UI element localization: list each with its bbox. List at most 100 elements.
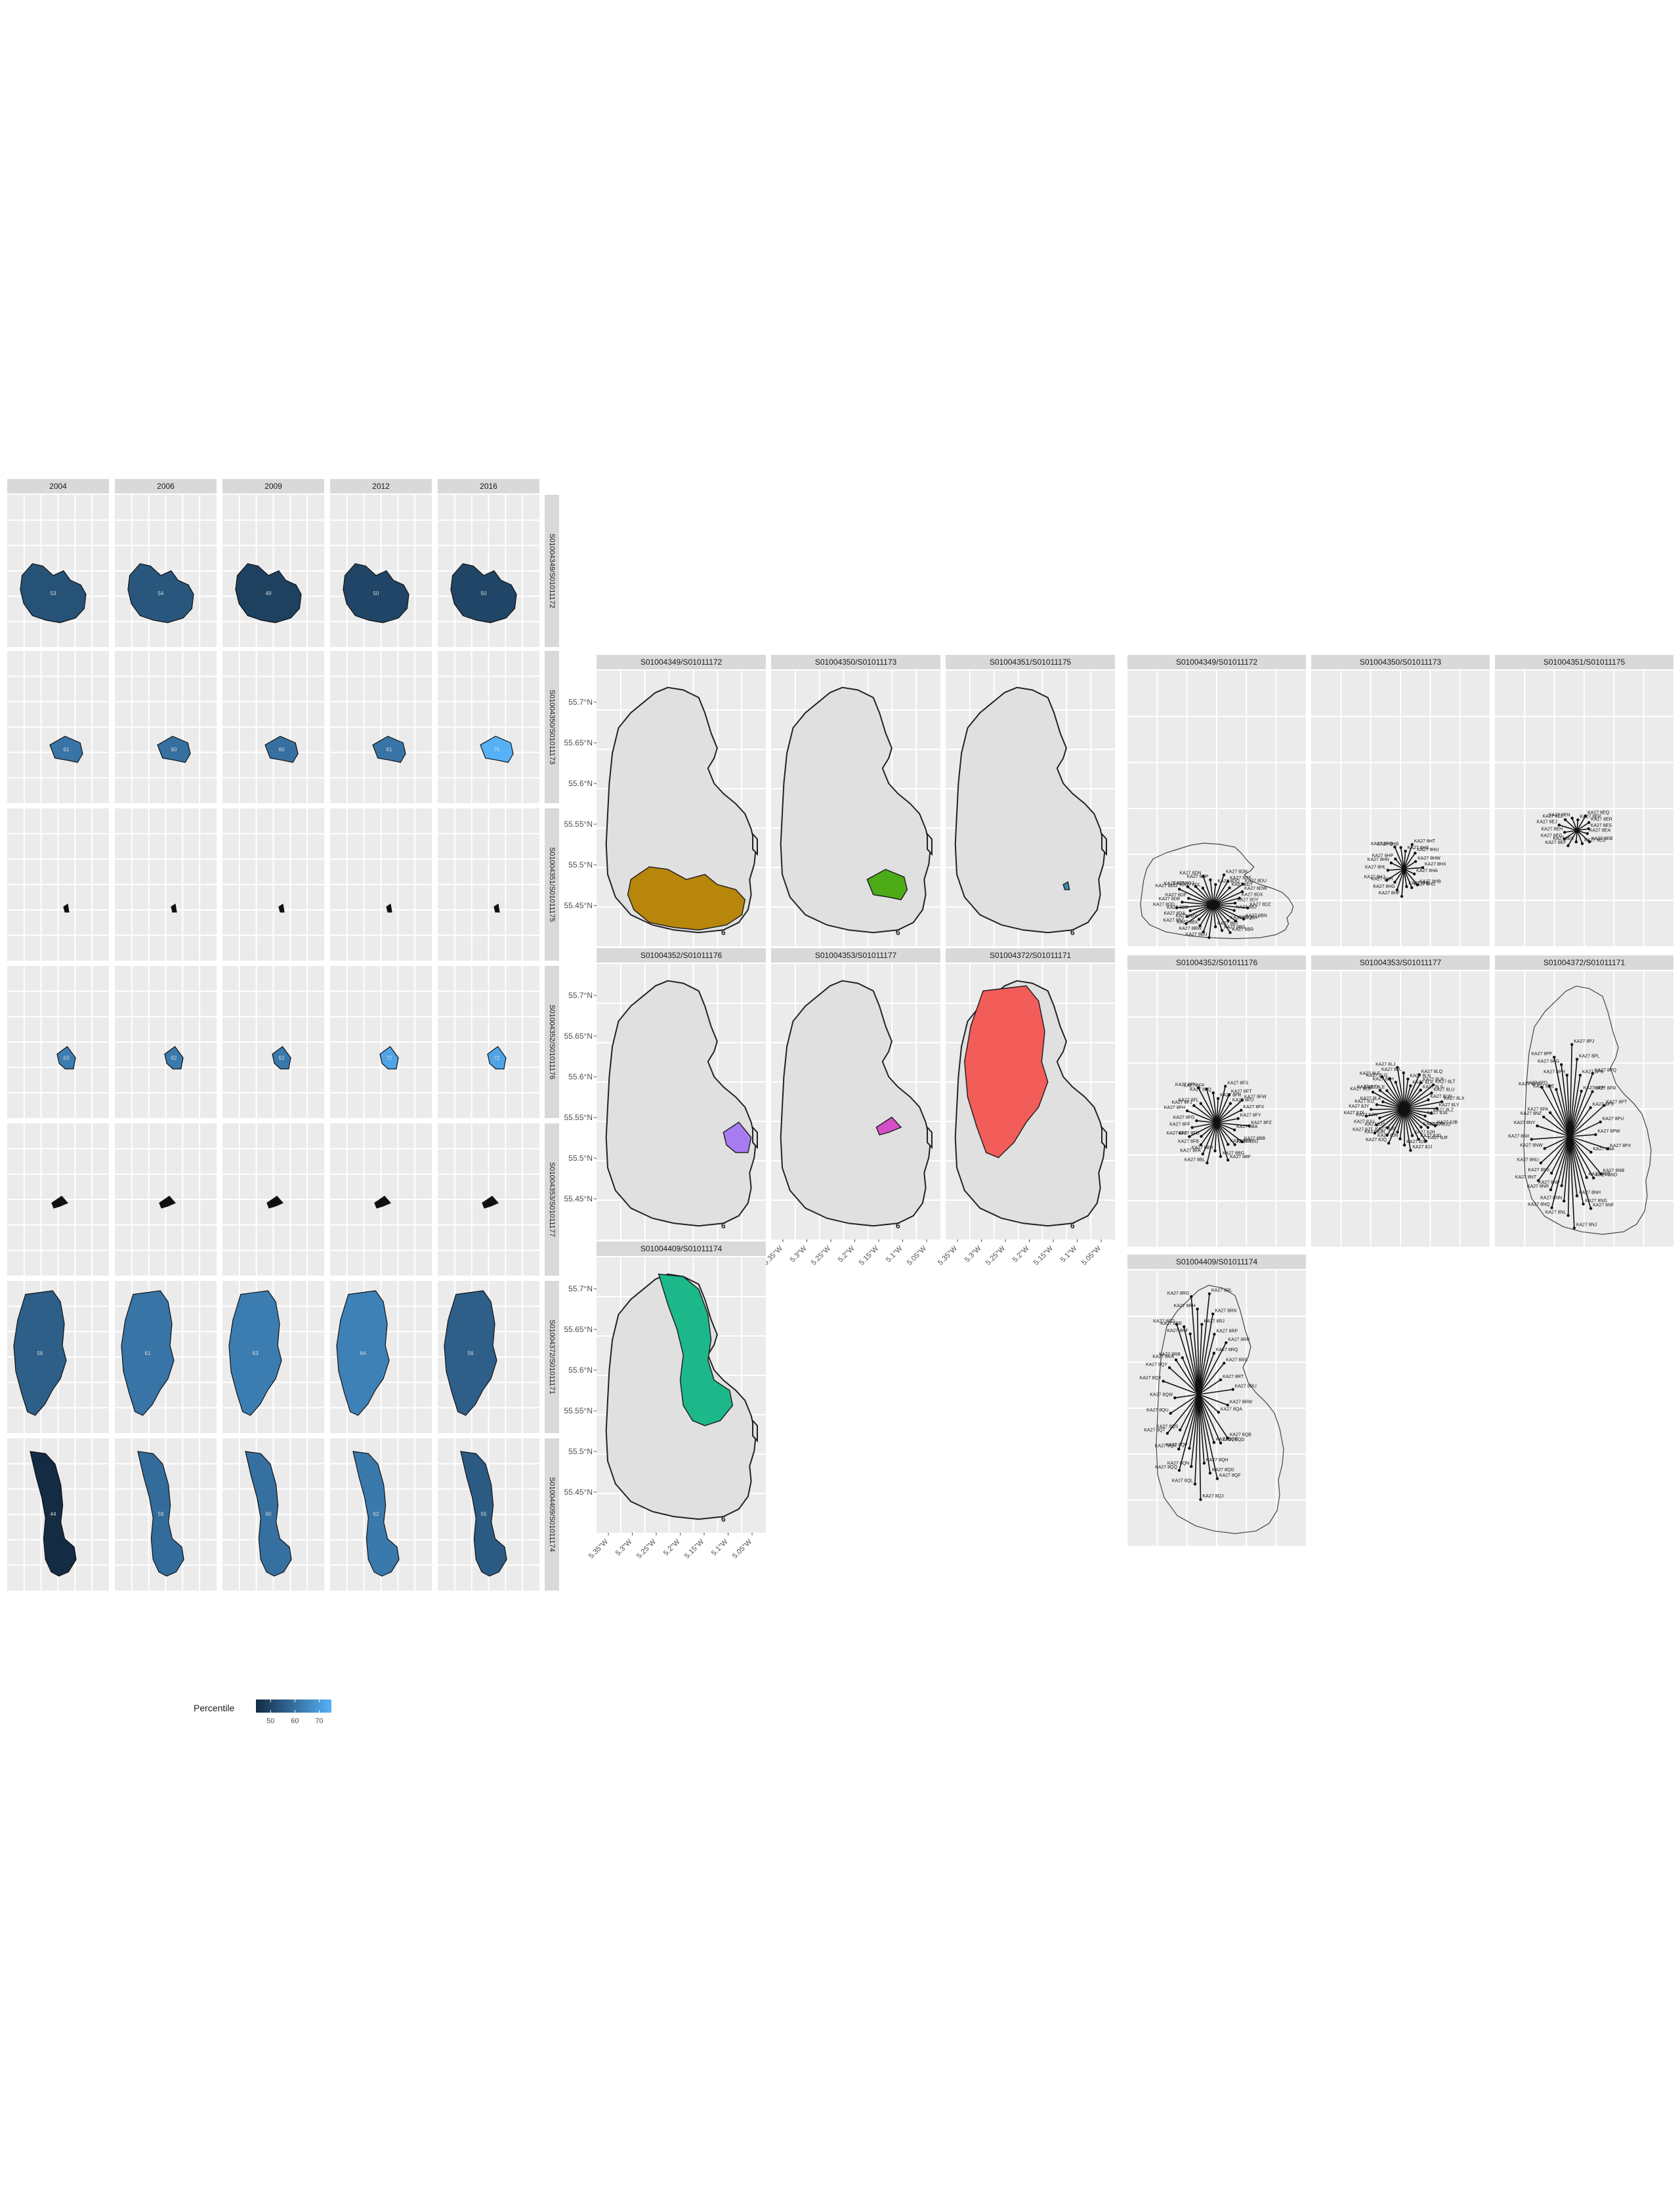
spider-line xyxy=(1190,904,1213,911)
spider-line xyxy=(1394,868,1405,883)
spider-line xyxy=(1555,1089,1571,1137)
longitude-label: 5.2°W xyxy=(1011,1244,1031,1264)
spider-line xyxy=(1551,1136,1570,1174)
facet-strip xyxy=(1127,955,1306,970)
postcode-point xyxy=(1395,888,1399,892)
postcode-label: KA27 8NJ xyxy=(1576,1222,1597,1227)
postcode-label: KA27 8DS xyxy=(1230,876,1251,881)
postcode-label: KA27 8NH xyxy=(1579,1190,1601,1195)
postcode-point xyxy=(1580,1089,1583,1093)
spider-line xyxy=(1403,1108,1419,1140)
spider-line xyxy=(1190,1296,1200,1395)
postcode-label: KA27 8BR xyxy=(1232,927,1254,932)
spider-line xyxy=(1403,869,1413,888)
postcode-label: KA27 8NW xyxy=(1520,1143,1543,1148)
spider-line xyxy=(1170,1394,1200,1414)
postcode-point xyxy=(1385,879,1389,882)
postcode-label: KA27 8BG xyxy=(1223,1152,1244,1156)
postcode-point xyxy=(1233,902,1237,905)
postcode-label: KA27 8LN xyxy=(1410,1074,1431,1078)
postcode-point xyxy=(1423,1114,1427,1118)
spider-line xyxy=(1388,1108,1405,1144)
latitude-label: 55.65°N xyxy=(564,1032,593,1041)
postcode-label: KA27 8BS xyxy=(1224,925,1246,930)
percentile-value-label: 63 xyxy=(64,1055,70,1061)
postcode-point xyxy=(1188,1446,1191,1450)
facet-strip xyxy=(222,479,324,493)
spider-line xyxy=(1198,1394,1218,1479)
spider-line xyxy=(1192,1122,1217,1129)
spider-line xyxy=(1216,1122,1221,1157)
longitude-label: 5.2°W xyxy=(837,1244,856,1264)
spider-line xyxy=(1212,887,1230,906)
spider-line xyxy=(1553,1057,1571,1137)
postcode-label: KA27 8BE xyxy=(1230,1139,1251,1144)
facet-strip-label: S01004353/S01011177 xyxy=(815,951,897,960)
spider-line xyxy=(1569,1136,1575,1228)
postcode-label: KA27 8LQ xyxy=(1421,1070,1443,1074)
postcode-point xyxy=(1199,1102,1202,1105)
spider-line xyxy=(1198,1379,1221,1395)
facet-strip-label: 2006 xyxy=(157,482,175,491)
latitude-label: 55.5°N xyxy=(568,860,593,869)
postcode-label: KA27 8HX xyxy=(1425,862,1446,867)
spider-line xyxy=(1403,1084,1434,1110)
spider-line xyxy=(1198,1342,1227,1395)
zone-polygon xyxy=(278,903,285,913)
percentile-value-label: 60 xyxy=(171,747,177,753)
spider-line xyxy=(1381,1076,1405,1110)
postcode-label: KA27 8QE xyxy=(1216,1437,1238,1442)
postcode-point xyxy=(1378,1116,1381,1120)
spider-line xyxy=(1198,1394,1215,1443)
postcode-label: KA27 8EL xyxy=(1543,814,1564,819)
spider-line xyxy=(1404,1108,1436,1127)
longitude-label: 5.25°W xyxy=(984,1244,1007,1267)
facet-strip-label: S01004409/S01011174 xyxy=(640,1244,723,1253)
postcode-label: KA27 8BU xyxy=(1186,932,1208,937)
postcode-point xyxy=(1393,845,1396,849)
percentile-legend: Percentile 50 60 70 xyxy=(194,1699,331,1725)
percentile-value-label: 63 xyxy=(253,1350,259,1356)
spider-line xyxy=(1198,1394,1221,1444)
postcode-point xyxy=(1410,843,1414,846)
postcode-label: KA27 8RJ xyxy=(1204,1319,1225,1324)
spider-line xyxy=(1213,891,1243,906)
zone-polygon xyxy=(352,1451,400,1577)
spider-line xyxy=(1216,1122,1236,1145)
postcode-point xyxy=(1385,1126,1389,1129)
latitude-label: 55.5°N xyxy=(568,1154,593,1163)
spider-line xyxy=(1569,1091,1593,1137)
spider-line xyxy=(1202,876,1214,906)
postcode-label: KA27 8EP xyxy=(1580,814,1601,819)
postcode-label: KA27 8JT xyxy=(1353,1128,1373,1133)
percentile-value-label: 61 xyxy=(64,747,70,753)
spider-line xyxy=(1404,1093,1432,1110)
postcode-point xyxy=(1592,1177,1595,1180)
postcode-point xyxy=(1530,1138,1534,1141)
postcode-point xyxy=(1393,881,1396,884)
spider-line xyxy=(1403,1108,1413,1136)
spider-line xyxy=(1206,1089,1217,1123)
postcode-label: KA27 8RQ xyxy=(1216,1348,1238,1352)
percentile-value-label: 61 xyxy=(145,1350,151,1356)
postcode-point xyxy=(1580,842,1584,845)
spider-line xyxy=(1198,1352,1215,1395)
spider-line xyxy=(1208,904,1214,938)
spider-line xyxy=(1198,904,1214,920)
postcode-label: KA27 8HG xyxy=(1373,885,1395,889)
holy-isle-outline xyxy=(752,1125,758,1150)
spider-line xyxy=(1404,867,1423,870)
zone-polygon xyxy=(51,1196,68,1209)
spider-line xyxy=(1182,901,1213,906)
postcode-label: KA27 8HQ xyxy=(1371,842,1393,846)
postcode-label: KA27 8NQ xyxy=(1528,1203,1550,1207)
postcode-point xyxy=(1232,1128,1236,1132)
postcode-label: KA27 8LL xyxy=(1381,1068,1402,1072)
zone-polygon xyxy=(336,1290,390,1416)
zone-polygon xyxy=(30,1451,77,1577)
longitude-label: 5.05°W xyxy=(731,1537,754,1560)
spider-line xyxy=(1163,1381,1200,1395)
highlighted-zone xyxy=(658,1273,734,1427)
postcode-label: KA27 8BL xyxy=(1185,1157,1206,1162)
postcode-point xyxy=(1553,1056,1556,1059)
